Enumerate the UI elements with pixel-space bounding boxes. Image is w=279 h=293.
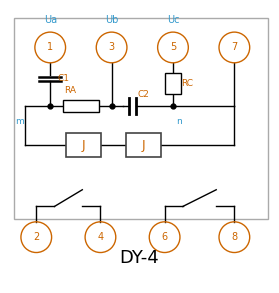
Text: Ub: Ub bbox=[105, 15, 118, 25]
Text: 3: 3 bbox=[109, 42, 115, 52]
Text: DY-4: DY-4 bbox=[120, 249, 159, 267]
Text: C1: C1 bbox=[57, 74, 69, 84]
Bar bbox=[66, 133, 101, 157]
Text: m: m bbox=[15, 117, 24, 126]
Text: 1: 1 bbox=[47, 42, 53, 52]
Bar bbox=[126, 133, 161, 157]
Text: J: J bbox=[82, 139, 85, 151]
Text: C2: C2 bbox=[138, 90, 150, 99]
Text: Uc: Uc bbox=[167, 15, 179, 25]
Text: 6: 6 bbox=[162, 232, 168, 242]
Text: J: J bbox=[142, 139, 145, 151]
Bar bbox=[63, 100, 99, 112]
Text: 8: 8 bbox=[231, 232, 237, 242]
Text: 2: 2 bbox=[33, 232, 39, 242]
Text: RA: RA bbox=[64, 86, 76, 96]
Text: 5: 5 bbox=[170, 42, 176, 52]
Text: RC: RC bbox=[181, 79, 193, 88]
Text: 4: 4 bbox=[97, 232, 104, 242]
Bar bbox=[14, 18, 268, 219]
Text: n: n bbox=[176, 117, 182, 126]
Text: 7: 7 bbox=[231, 42, 237, 52]
Bar bbox=[165, 74, 181, 94]
Text: Ua: Ua bbox=[44, 15, 57, 25]
